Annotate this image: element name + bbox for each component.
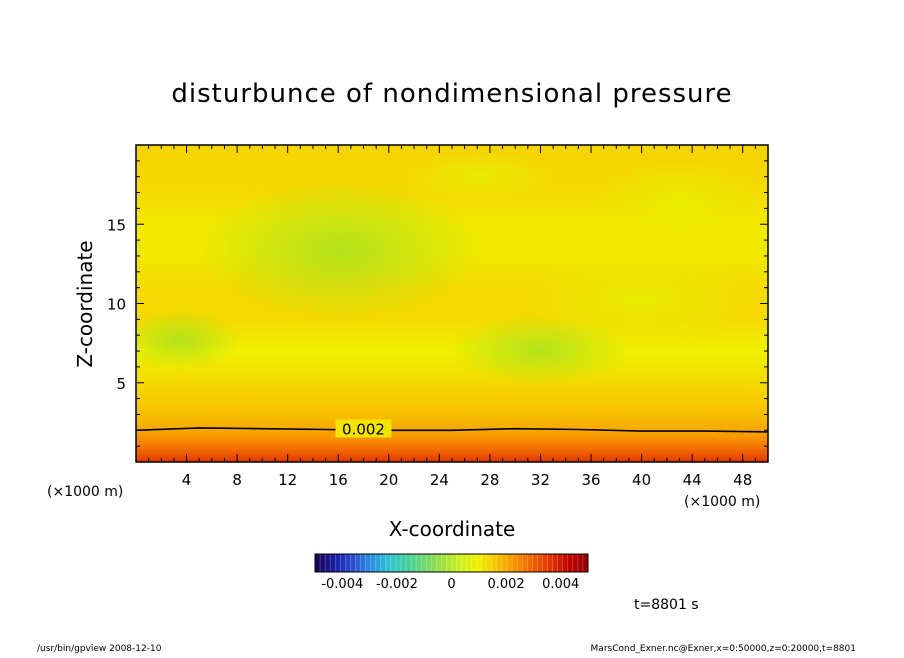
- x-tick-label: 28: [480, 471, 499, 489]
- colorbar-tick-label: 0.004: [542, 577, 579, 592]
- colorbar-bin: [537, 554, 543, 572]
- colorbar-frame: [314, 553, 589, 573]
- colorbar-bin: [466, 554, 473, 572]
- colorbar-bin: [426, 554, 432, 572]
- colorbar-tick-label: -0.002: [376, 577, 418, 592]
- colorbar-bin: [320, 554, 326, 572]
- colorbar-bin: [370, 554, 376, 572]
- colorbar-bin: [497, 554, 503, 572]
- colorbar-bin: [375, 554, 382, 572]
- colorbar-bin: [562, 554, 569, 572]
- field-blob: [400, 150, 560, 200]
- colorbar-bin: [380, 554, 387, 572]
- colorbar-bin: [330, 554, 336, 572]
- colorbar: [314, 553, 589, 573]
- x-tick-label: 24: [430, 471, 449, 489]
- colorbar-bin: [335, 554, 341, 572]
- colorbar-bin: [517, 554, 523, 572]
- colorbar-bin: [325, 554, 331, 572]
- x-tick-label: 20: [379, 471, 398, 489]
- colorbar-bin: [557, 554, 564, 572]
- colorbar-bin: [491, 554, 498, 572]
- colorbar-bin: [345, 554, 351, 572]
- colorbar-bin: [395, 554, 402, 572]
- colorbar-bin: [527, 554, 533, 572]
- colorbar-bin: [552, 554, 558, 572]
- colorbar-bin: [567, 554, 574, 572]
- colorbar-bin: [512, 554, 518, 572]
- x-axis-ticks: 4 8 12 16 20 24 28 32 36 40 44 48: [135, 145, 769, 489]
- contour-line-0.002: [136, 427, 768, 433]
- colorbar-bin: [340, 554, 346, 572]
- colorbar-bin: [431, 554, 437, 572]
- x-tick-label: 48: [733, 471, 752, 489]
- colorbar-bin: [385, 554, 392, 572]
- time-label: t=8801 s: [634, 597, 699, 613]
- contour-label-bg: [335, 419, 392, 438]
- x-tick-label: 44: [683, 471, 702, 489]
- colorbar-bin: [572, 554, 579, 572]
- colorbar-bin: [532, 554, 538, 572]
- x-unit-left: (×1000 m): [47, 484, 123, 500]
- x-tick-label: 16: [329, 471, 348, 489]
- field-blob: [136, 310, 240, 370]
- colorbar-bin: [390, 554, 397, 572]
- y-axis-ticks: 5 10 15: [107, 144, 768, 463]
- x-tick-label: 32: [531, 471, 550, 489]
- y-tick-label: 15: [107, 216, 126, 234]
- colorbar-bin: [577, 554, 584, 572]
- x-tick-label: 40: [632, 471, 651, 489]
- colorbar-bin: [441, 554, 447, 572]
- colorbar-bin: [416, 554, 422, 572]
- colorbar-ticks: -0.004 -0.002 0 0.002 0.004: [321, 577, 579, 592]
- y-axis-label: Z-coordinate: [73, 240, 97, 367]
- colorbar-bin: [486, 554, 493, 572]
- chart-title: disturbunce of nondimensional pressure: [171, 79, 732, 109]
- colorbar-bin: [456, 554, 462, 572]
- y-tick-label: 10: [107, 296, 126, 314]
- colorbar-bin: [451, 554, 457, 572]
- colorbar-bin: [481, 554, 488, 572]
- x-tick-label: 4: [182, 471, 192, 489]
- colorbar-bin: [471, 554, 478, 572]
- y-tick-label: 5: [116, 375, 126, 393]
- colorbar-bin: [582, 554, 589, 572]
- colorbar-bin: [502, 554, 508, 572]
- colorbar-bin: [365, 554, 371, 572]
- field-blob: [590, 160, 768, 240]
- colorbar-bin: [461, 554, 467, 572]
- colorbar-bin: [421, 554, 427, 572]
- x-tick-label: 36: [581, 471, 600, 489]
- footer-left: /usr/bin/gpview 2008-12-10: [37, 644, 162, 654]
- colorbar-bin: [547, 554, 553, 572]
- field-blob: [200, 180, 480, 320]
- colorbar-bin: [315, 554, 321, 572]
- x-tick-label: 8: [232, 471, 242, 489]
- x-unit-right: (×1000 m): [684, 494, 760, 510]
- field-blob: [530, 250, 750, 350]
- colorbar-bin: [350, 554, 356, 572]
- colorbar-bin: [476, 554, 483, 572]
- colorbar-tick-label: 0: [447, 577, 455, 592]
- colorbar-bin: [355, 554, 361, 572]
- contour-label: 0.002: [342, 421, 385, 439]
- colorbar-bin: [360, 554, 366, 572]
- colorbar-tick-label: 0.002: [487, 577, 524, 592]
- plot-area: 0.002: [136, 145, 768, 462]
- colorbar-bin: [400, 554, 407, 572]
- colorbar-bin: [446, 554, 452, 572]
- colorbar-bin: [542, 554, 548, 572]
- colorbar-tick-label: -0.004: [321, 577, 363, 592]
- x-axis-label: X-coordinate: [389, 517, 516, 541]
- colorbar-bin: [436, 554, 442, 572]
- footer-right: MarsCond_Exner.nc@Exner,x=0:50000,z=0:20…: [591, 644, 856, 654]
- colorbar-bin: [411, 554, 417, 572]
- colorbar-bin: [522, 554, 528, 572]
- colorbar-bin: [507, 554, 513, 572]
- colorbar-bin: [406, 554, 412, 572]
- x-tick-label: 12: [278, 471, 297, 489]
